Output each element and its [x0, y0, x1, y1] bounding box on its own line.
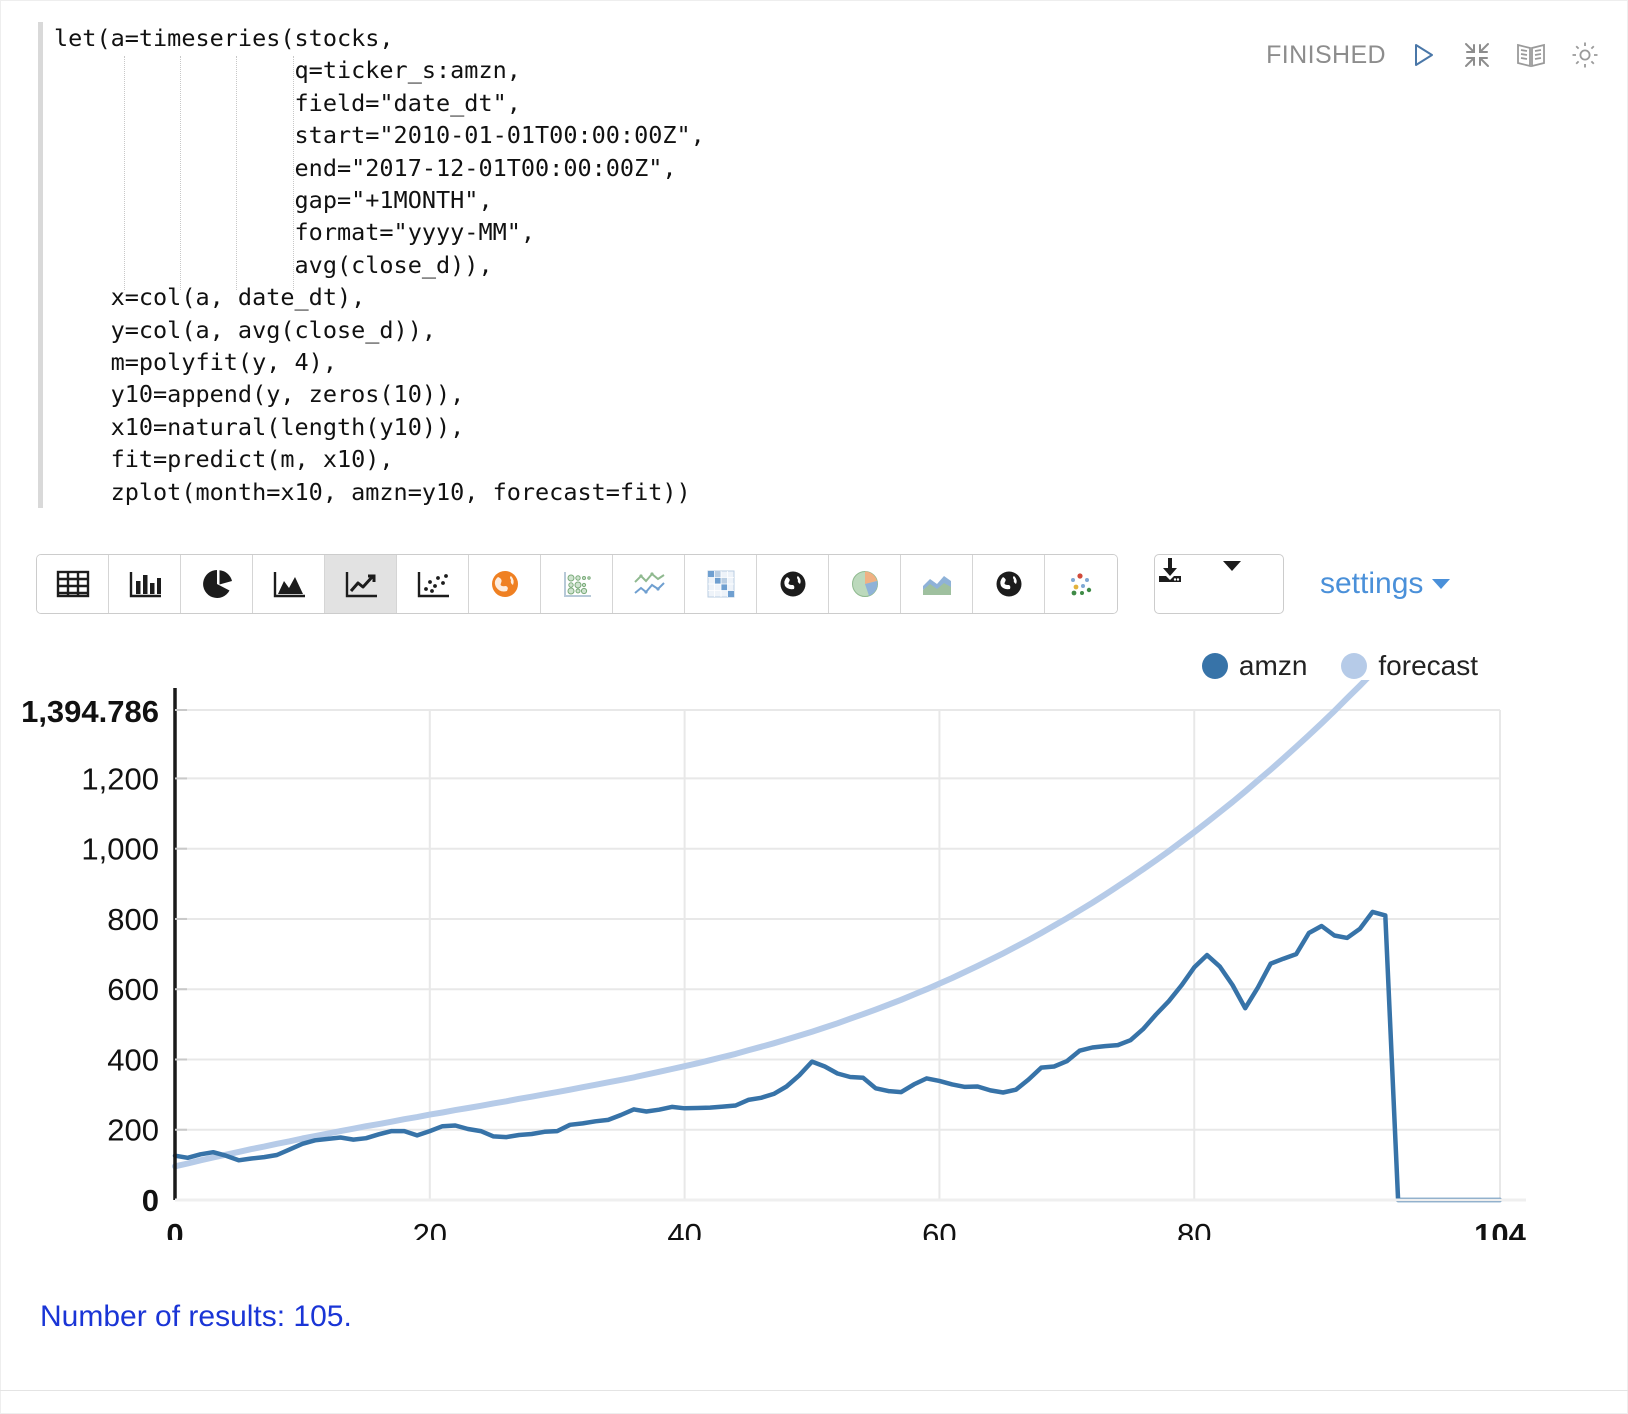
y-tick-label: 0	[142, 1183, 159, 1218]
y-tick-label: 600	[107, 972, 159, 1007]
chevron-down-icon	[1432, 579, 1451, 589]
viz-pie-color[interactable]	[829, 555, 901, 613]
y-tick-label: 400	[107, 1042, 159, 1077]
editor-gutter	[38, 22, 43, 509]
legend-item-forecast[interactable]: forecast	[1341, 650, 1478, 682]
line-chart-plot[interactable]: 0 200 400 600 800 1,000 1,200 1,394.786 0 20 40 60 8…	[0, 680, 1628, 1240]
book-icon[interactable]	[1514, 38, 1548, 72]
viz-scatter-chart[interactable]	[397, 555, 469, 613]
download-caret-button[interactable]	[1219, 555, 1283, 613]
code-editor[interactable]: let(a=timeseries(stocks, q=ticker_s:amzn…	[0, 0, 1628, 518]
viz-type-group	[36, 554, 1118, 614]
y-tick-label: 1,394.786	[21, 694, 159, 729]
viz-bar-chart[interactable]	[109, 555, 181, 613]
run-icon[interactable]	[1406, 38, 1440, 72]
viz-heatmap[interactable]	[685, 555, 757, 613]
download-group	[1154, 554, 1284, 614]
viz-area-chart[interactable]	[253, 555, 325, 613]
series-line-amzn	[172, 909, 1503, 1203]
legend-swatch-forecast	[1341, 653, 1368, 679]
paragraph-status-bar: FINISHED	[1266, 38, 1602, 72]
legend-swatch-amzn	[1201, 653, 1228, 679]
gear-icon[interactable]	[1568, 38, 1602, 72]
viz-table[interactable]	[37, 555, 109, 613]
y-tick-label: 1,200	[81, 761, 159, 796]
x-tick-label: 60	[922, 1217, 956, 1240]
x-tick-label: 80	[1177, 1217, 1211, 1240]
chart-legend: amzn forecast	[1201, 650, 1478, 682]
viz-bubble-grid[interactable]	[541, 555, 613, 613]
download-icon[interactable]	[1155, 555, 1219, 613]
viz-globe-dark-2[interactable]	[973, 555, 1045, 613]
settings-dropdown[interactable]: settings	[1320, 567, 1451, 601]
visualization-toolbar: settings	[36, 553, 1628, 615]
status-badge: FINISHED	[1266, 40, 1386, 69]
series-line-forecast	[172, 680, 1370, 1170]
code-text[interactable]: let(a=timeseries(stocks, q=ticker_s:amzn…	[54, 24, 705, 506]
viz-stacked-area[interactable]	[901, 555, 973, 613]
y-tick-label: 200	[107, 1113, 159, 1148]
viz-pie-chart[interactable]	[181, 555, 253, 613]
viz-globe-dark[interactable]	[757, 555, 829, 613]
results-count[interactable]: Number of results: 105.	[40, 1300, 352, 1333]
x-tick-label: 20	[413, 1217, 447, 1240]
y-tick-label: 1,000	[81, 832, 159, 867]
legend-label-forecast: forecast	[1378, 650, 1478, 681]
x-tick-label: 104	[1474, 1217, 1526, 1240]
chart-container: amzn forecast 0 200 400 600 800 1,000 1,200 1,3…	[0, 630, 1628, 1250]
footer-divider	[0, 1390, 1628, 1391]
legend-item-amzn[interactable]: amzn	[1201, 650, 1308, 682]
viz-map-orange[interactable]	[469, 555, 541, 613]
x-tick-label: 40	[667, 1217, 701, 1240]
settings-label: settings	[1320, 567, 1424, 600]
collapse-icon[interactable]	[1460, 38, 1494, 72]
legend-label-amzn: amzn	[1238, 650, 1308, 681]
x-tick-label: 0	[166, 1217, 183, 1240]
y-tick-label: 800	[107, 902, 159, 937]
viz-multi-line[interactable]	[613, 555, 685, 613]
viz-scatter-color[interactable]	[1045, 555, 1117, 613]
viz-line-chart[interactable]	[325, 555, 397, 613]
